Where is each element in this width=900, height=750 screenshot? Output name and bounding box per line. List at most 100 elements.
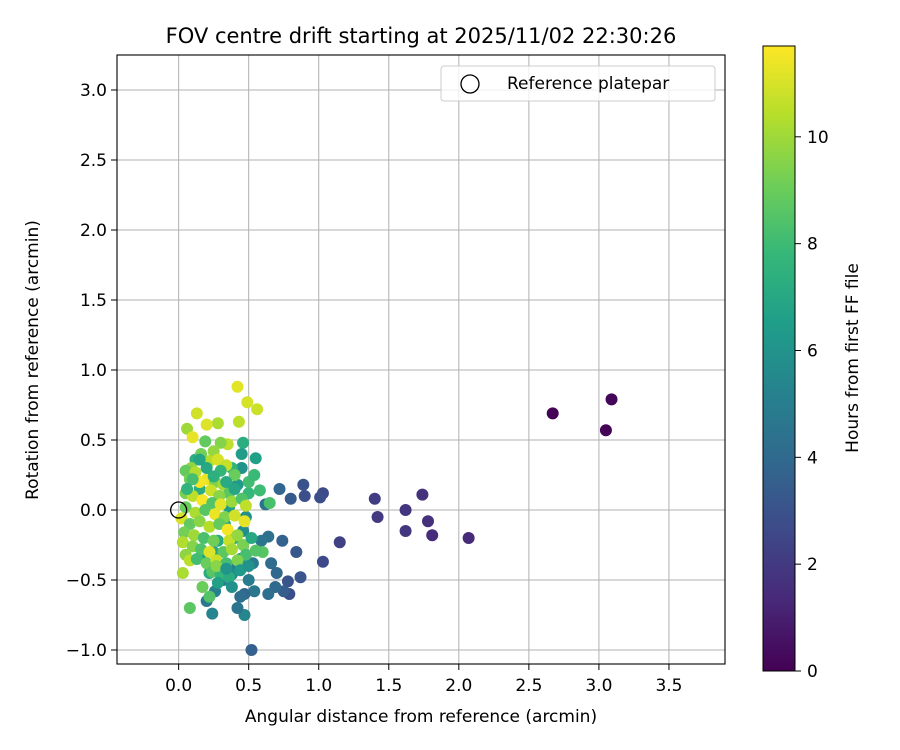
data-point xyxy=(248,585,261,598)
data-point xyxy=(183,602,196,614)
data-point xyxy=(190,407,203,420)
data-point xyxy=(199,504,212,516)
data-point xyxy=(314,491,327,504)
data-point xyxy=(253,484,266,497)
data-point xyxy=(316,555,329,568)
colorbar-ticks: 0 2 4 6 8 10 xyxy=(795,128,829,682)
data-point xyxy=(207,534,220,547)
data-point xyxy=(225,581,238,593)
data-point xyxy=(203,546,216,558)
data-point xyxy=(186,473,199,486)
data-point xyxy=(290,546,303,558)
x-tick-label: 0.5 xyxy=(235,676,262,696)
data-point xyxy=(196,581,209,593)
data-point xyxy=(248,469,261,481)
y-axis-label: Rotation from reference (arcmin) xyxy=(23,220,43,500)
data-point xyxy=(231,529,244,542)
data-point xyxy=(242,560,255,572)
data-point xyxy=(237,436,250,449)
data-point xyxy=(181,483,194,495)
data-point xyxy=(297,478,310,491)
data-point xyxy=(238,515,251,528)
data-point xyxy=(197,532,210,544)
data-point xyxy=(206,607,219,620)
data-point xyxy=(231,380,244,393)
data-point xyxy=(210,560,223,572)
data-point xyxy=(263,497,276,509)
data-point xyxy=(281,575,294,588)
colorbar: 0 2 4 6 8 10 Hours from first FF file xyxy=(762,45,863,682)
data-point xyxy=(245,532,258,544)
chart-title: FOV centre drift starting at 2025/11/02 … xyxy=(166,24,677,48)
colorbar-tick-label: 4 xyxy=(807,448,818,468)
data-point xyxy=(242,574,255,586)
x-tick-label: 3.5 xyxy=(655,676,682,696)
data-point xyxy=(270,567,283,579)
data-point xyxy=(214,498,227,511)
data-point xyxy=(203,590,216,603)
x-tick-label: 2.0 xyxy=(445,676,472,696)
x-axis-label: Angular distance from reference (arcmin) xyxy=(245,707,597,727)
data-point xyxy=(200,462,213,474)
data-point xyxy=(605,393,618,406)
data-point xyxy=(193,515,206,528)
data-point xyxy=(371,511,384,523)
y-tick-label: 3.0 xyxy=(80,81,107,101)
data-point xyxy=(399,504,412,516)
data-point xyxy=(211,576,224,589)
data-point xyxy=(298,490,311,502)
colorbar-tick-label: 8 xyxy=(807,235,818,255)
legend-box xyxy=(440,65,716,102)
data-point xyxy=(193,453,206,466)
reference-platepar-marker xyxy=(169,501,188,519)
legend: Reference platepar xyxy=(440,65,716,102)
data-point xyxy=(251,403,264,416)
colorbar-tick-label: 0 xyxy=(807,662,818,682)
data-point xyxy=(276,534,289,547)
y-tick-label: 0.5 xyxy=(80,431,107,451)
data-point xyxy=(190,553,203,565)
data-point xyxy=(203,520,216,533)
data-point xyxy=(228,509,241,522)
data-point xyxy=(422,515,435,528)
x-tick-label: 0.0 xyxy=(165,676,192,696)
data-point xyxy=(245,644,258,656)
y-tick-label: 2.0 xyxy=(80,221,107,241)
plot-frame xyxy=(116,54,726,665)
data-point xyxy=(231,554,244,567)
x-tick-label: 2.5 xyxy=(515,676,542,696)
data-point xyxy=(237,539,250,551)
y-axis-ticks: −1.0 −0.5 0.0 0.5 1.0 1.5 2.0 2.5 3.0 xyxy=(66,81,117,661)
data-point xyxy=(186,431,199,444)
data-point xyxy=(239,499,252,512)
data-point xyxy=(426,529,439,542)
grid xyxy=(117,55,725,664)
data-point xyxy=(294,571,307,584)
colorbar-gradient xyxy=(762,45,796,672)
data-point xyxy=(249,452,262,465)
data-point xyxy=(241,396,254,409)
x-tick-label: 3.0 xyxy=(585,676,612,696)
colorbar-tick-label: 2 xyxy=(807,555,818,575)
y-tick-label: 1.5 xyxy=(80,291,107,311)
data-point xyxy=(209,508,222,521)
data-point xyxy=(416,488,429,501)
data-point xyxy=(225,495,238,508)
data-point xyxy=(262,588,275,600)
legend-label: Reference platepar xyxy=(507,74,669,94)
data-point xyxy=(333,536,346,549)
data-points xyxy=(175,380,618,656)
data-point xyxy=(232,415,245,428)
data-point xyxy=(249,544,262,557)
colorbar-tick-label: 6 xyxy=(807,341,818,361)
data-point xyxy=(599,424,612,437)
colorbar-tick-label: 10 xyxy=(807,128,829,148)
data-point xyxy=(462,532,475,544)
x-axis-ticks: 0.0 0.5 1.0 1.5 2.0 2.5 3.0 3.5 xyxy=(165,664,682,696)
y-tick-label: 1.0 xyxy=(80,361,107,381)
data-point xyxy=(234,590,247,603)
data-point xyxy=(231,602,244,614)
data-point xyxy=(221,523,234,536)
